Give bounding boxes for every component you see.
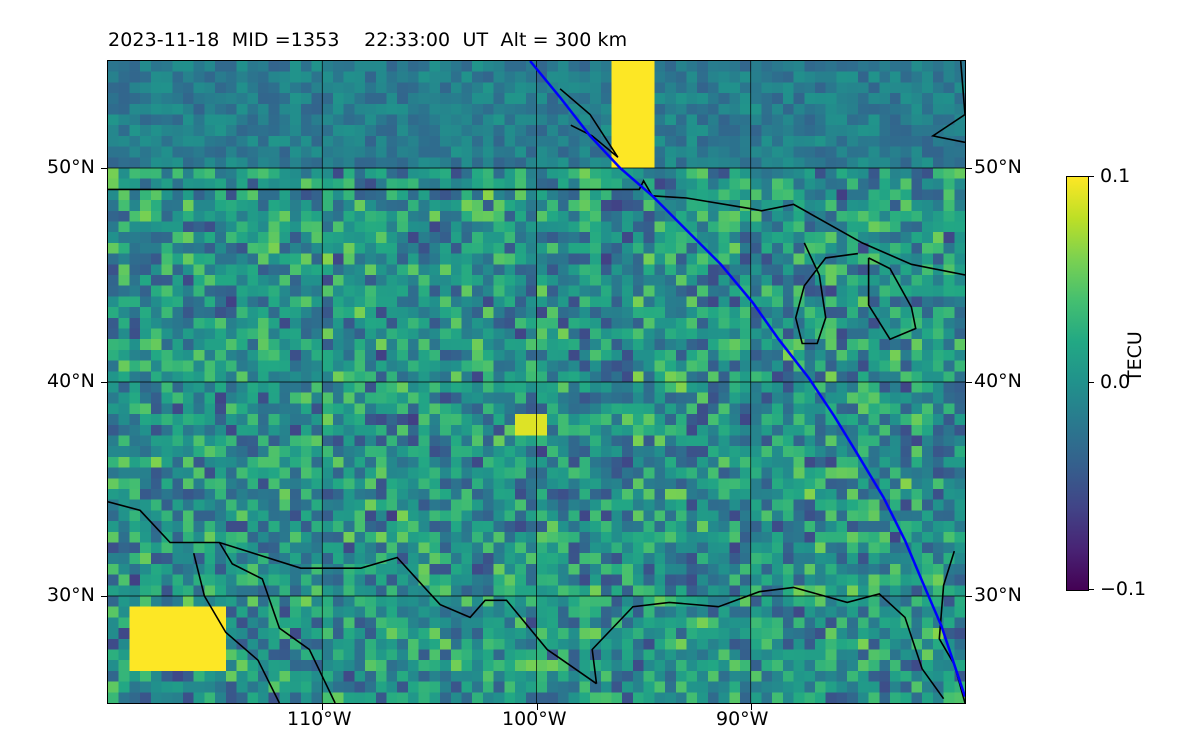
colorbar-tick-bottom (1088, 589, 1094, 590)
colorbar (1066, 176, 1089, 591)
colorbar-tick-label-min: −0.1 (1100, 578, 1147, 600)
lat-tick-left (101, 596, 108, 597)
satellite-track (529, 61, 965, 697)
tec-map[interactable] (108, 61, 965, 703)
colorbar-tick-top (1088, 176, 1094, 177)
lat-label-left-50: 50°N (47, 156, 95, 178)
coastline-segment (108, 501, 597, 685)
coastline-segment (192, 553, 281, 703)
lat-tick-left (101, 382, 108, 383)
colorbar-tick-mid (1088, 382, 1094, 383)
coastline-segment (930, 61, 965, 144)
plot-title: 2023-11-18 MID =1353 22:33:00 UT Alt = 3… (108, 29, 628, 51)
lat-label-right-30: 30°N (974, 584, 1022, 606)
coastline-segment (559, 88, 619, 158)
map-overlay (108, 61, 965, 703)
gridlines (108, 61, 965, 703)
coastline-segment (108, 179, 965, 276)
lon-tick-bottom (536, 703, 538, 710)
coastline-segment (794, 242, 859, 345)
colorbar-tick-label-zero: 0.0 (1100, 371, 1131, 393)
lon-tick-bottom (750, 703, 752, 710)
lat-label-right-40: 40°N (974, 370, 1022, 392)
lat-tick-left (101, 168, 108, 169)
lat-tick-right (965, 596, 972, 597)
coastlines (108, 61, 965, 703)
coastline-segment (938, 550, 965, 703)
lon-label-110w: 110°W (287, 708, 352, 730)
colorbar-label: TECU (1124, 331, 1146, 382)
lat-label-right-50: 50°N (974, 156, 1022, 178)
lat-tick-right (965, 168, 972, 169)
lat-label-left-40: 40°N (47, 370, 95, 392)
lon-label-90w: 90°W (716, 708, 769, 730)
coastline-segment (867, 257, 917, 341)
colorbar-tick-label-max: 0.1 (1100, 165, 1131, 187)
lat-label-left-30: 30°N (47, 584, 95, 606)
coastline-segment (591, 586, 945, 700)
lon-tick-bottom (322, 703, 324, 710)
coastline-segment (218, 542, 336, 703)
lon-label-100w: 100°W (502, 708, 567, 730)
lat-tick-right (965, 382, 972, 383)
